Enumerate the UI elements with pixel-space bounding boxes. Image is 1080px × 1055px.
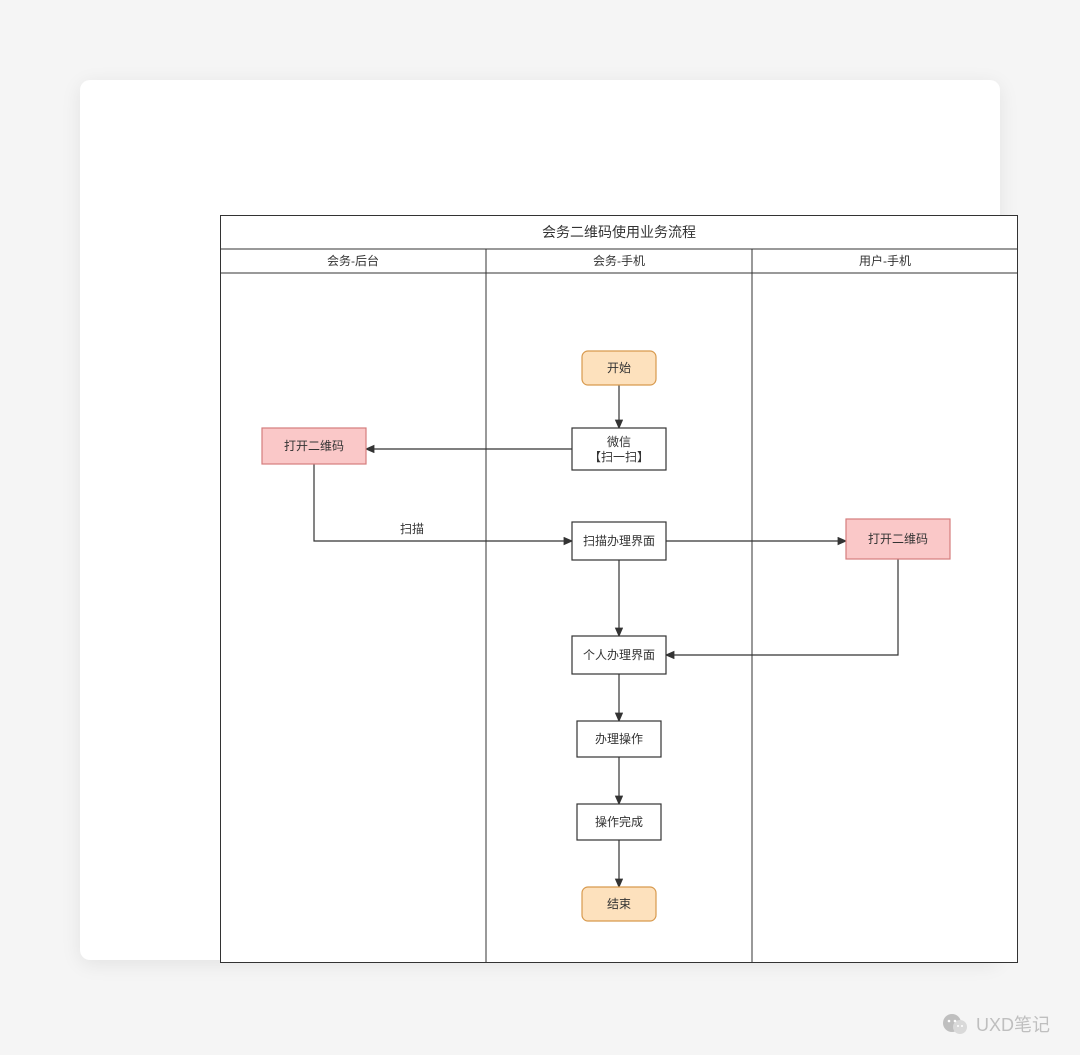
lane-header: 用户-手机 bbox=[859, 253, 911, 268]
node-label: 扫描办理界面 bbox=[583, 533, 655, 548]
node-label: 个人办理界面 bbox=[583, 647, 655, 662]
node-label: 结束 bbox=[607, 897, 631, 911]
node-label: 打开二维码 bbox=[868, 532, 928, 546]
node-label: 微信 bbox=[607, 435, 631, 449]
watermark: UXD笔记 bbox=[942, 1011, 1050, 1037]
lane-header: 会务-后台 bbox=[327, 253, 379, 268]
node-label: 打开二维码 bbox=[284, 439, 344, 453]
lane-header: 会务-手机 bbox=[593, 253, 645, 268]
edge-label: 扫描 bbox=[400, 522, 424, 536]
node-label: 办理操作 bbox=[595, 731, 643, 746]
node-label: 开始 bbox=[607, 361, 631, 375]
flowchart-diagram: 会务二维码使用业务流程会务-后台会务-手机用户-手机扫描开始微信【扫一扫】打开二… bbox=[220, 215, 1018, 963]
wechat-icon bbox=[942, 1013, 968, 1035]
node-sublabel: 【扫一扫】 bbox=[589, 450, 649, 464]
diagram-card: 会务二维码使用业务流程会务-后台会务-手机用户-手机扫描开始微信【扫一扫】打开二… bbox=[80, 80, 1000, 960]
node-label: 操作完成 bbox=[595, 814, 643, 829]
diagram-title: 会务二维码使用业务流程 bbox=[542, 224, 696, 240]
watermark-text: UXD笔记 bbox=[976, 1011, 1050, 1037]
